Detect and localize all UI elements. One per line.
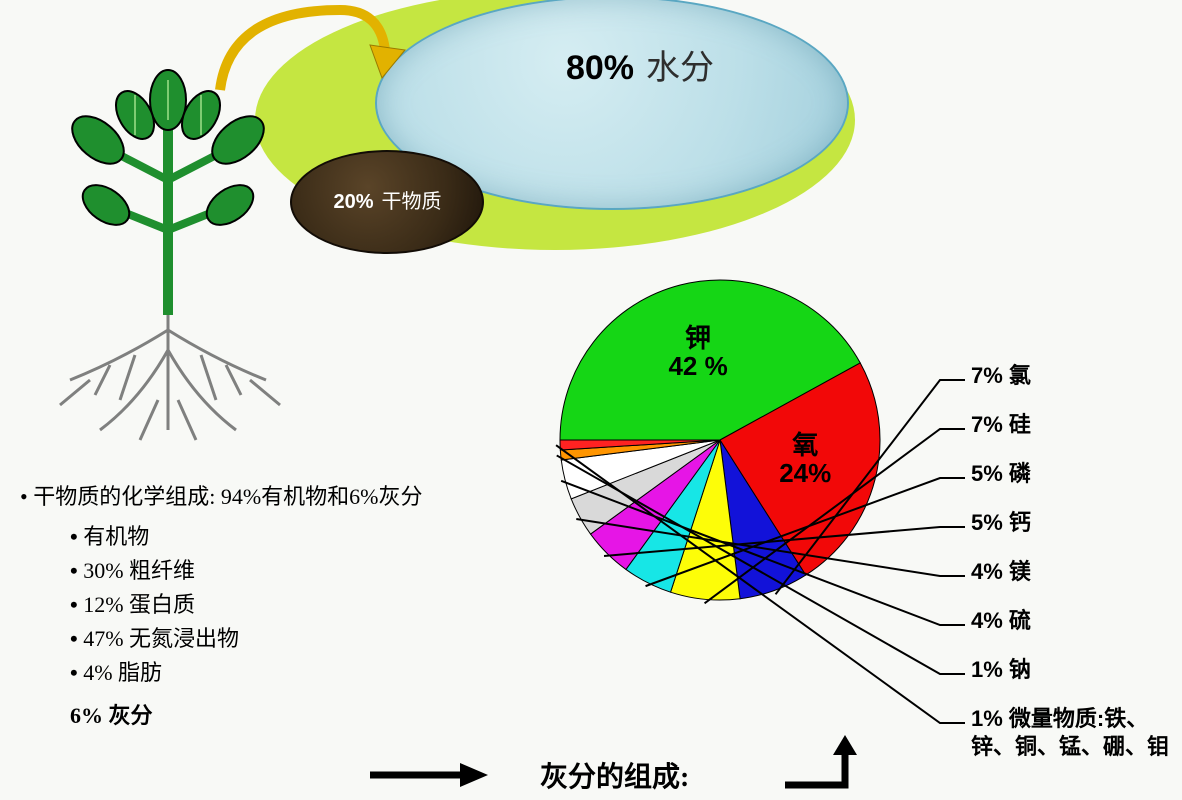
pie-title: 灰分的组成:	[540, 755, 689, 795]
item-3: 4% 脂肪	[70, 656, 440, 690]
bottom-arrow-right-icon	[785, 735, 865, 790]
ash-pie-chart: 钾42 %氧24%7% 氯7% 硅5% 磷5% 钙4% 镁4% 硫1% 钠1% …	[420, 250, 1180, 770]
leader-label-硫: 4% 硫	[971, 607, 1180, 635]
bottom-arrow-left-icon	[370, 760, 490, 790]
item-0: 30% 粗纤维	[70, 554, 440, 588]
leader-label-磷: 5% 磷	[971, 460, 1180, 488]
composition-text: • 干物质的化学组成: 94%有机物和6%灰分 有机物 30% 粗纤维 12% …	[20, 480, 440, 733]
sub-heading: 有机物	[70, 520, 440, 554]
water-name: 水分	[646, 50, 714, 87]
leader-label-氯: 7% 氯	[971, 362, 1180, 390]
leader-label-硅: 7% 硅	[971, 411, 1180, 439]
ash-line: 6% 灰分	[70, 699, 440, 733]
dry-pct: 20%	[333, 191, 373, 213]
infographic-stage: 80% 水分 20% 干物质	[0, 0, 1182, 800]
water-pct: 80%	[566, 49, 634, 87]
leader-label-钙: 5% 钙	[971, 509, 1180, 537]
water-label: 80% 水分	[450, 40, 830, 89]
item-2: 47% 无氮浸出物	[70, 622, 440, 656]
leader-label-钠: 1% 钠	[971, 656, 1180, 684]
item-1: 12% 蛋白质	[70, 588, 440, 622]
drymatter-label: 20% 干物质	[300, 185, 475, 214]
plant-icon	[40, 60, 300, 490]
dry-name: 干物质	[382, 191, 442, 213]
text-heading: 干物质的化学组成: 94%有机物和6%灰分	[33, 484, 422, 509]
leader-label-镁: 4% 镁	[971, 558, 1180, 586]
leader-label-微量: 1% 微量物质:铁、锌、铜、锰、硼、钼	[971, 705, 1180, 760]
